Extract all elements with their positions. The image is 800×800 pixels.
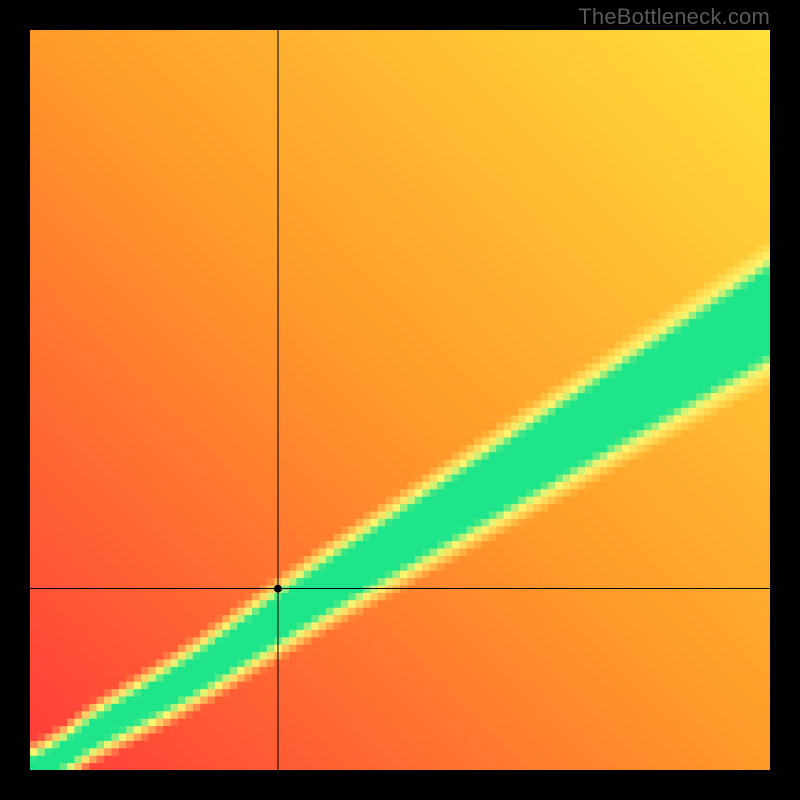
heatmap-cells — [30, 30, 770, 770]
watermark-text: TheBottleneck.com — [578, 4, 770, 30]
heatmap-plot — [30, 30, 770, 770]
